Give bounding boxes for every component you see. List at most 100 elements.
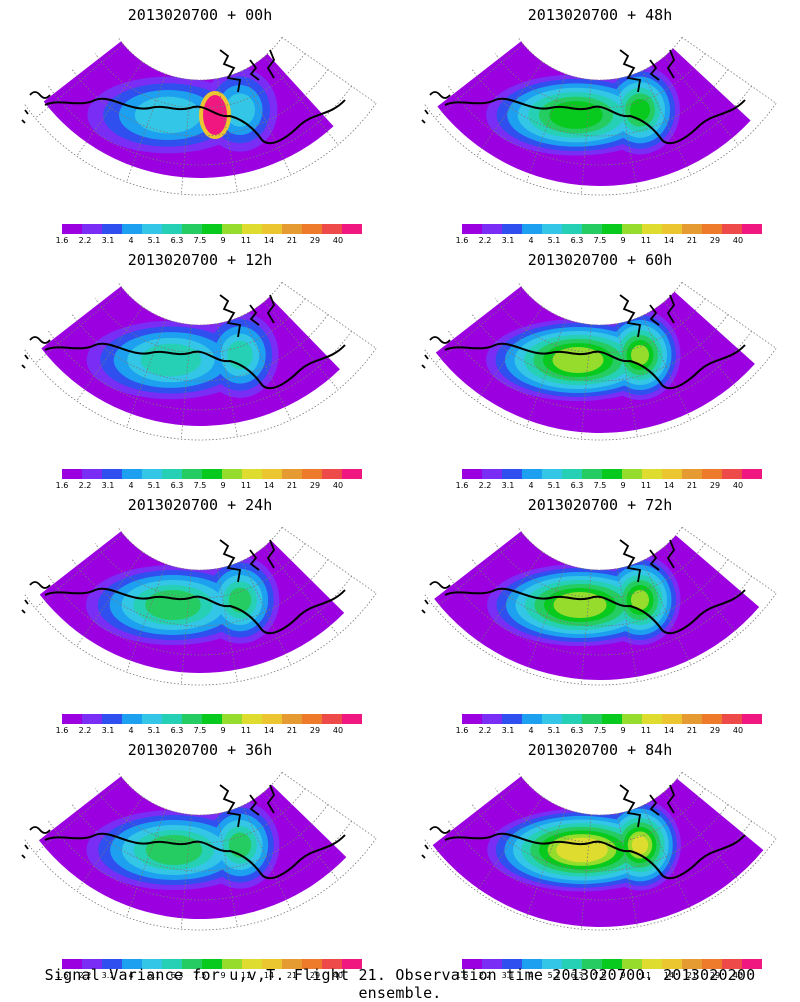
colorbar-swatch: [262, 714, 283, 724]
colorbar-swatch: [702, 714, 723, 724]
colorbar-tick-label: 21: [686, 481, 698, 490]
graticule-parallel: [117, 772, 283, 816]
graticule-parallel: [471, 69, 729, 137]
archipelago-coast: [619, 539, 676, 583]
colorbar-swatch: [102, 714, 123, 724]
colorbar-tick-label: 4: [128, 236, 134, 245]
colorbar-swatch: [302, 959, 323, 969]
colorbar-tick-label: 14: [263, 236, 275, 245]
graticule-meridian: [681, 527, 777, 594]
colorbar-labels: 1.6 2.2 3.1 4 5.1 6.3 7.5 9 11 14 21 29 40: [456, 971, 762, 981]
variance-contour: [630, 98, 650, 122]
colorbar-swatch: [622, 224, 643, 234]
colorbar-tick-label: 40: [732, 236, 744, 245]
colorbar-swatch: [662, 224, 683, 234]
colorbar-tick-label: 9: [220, 726, 226, 735]
colorbar-swatch: [242, 714, 263, 724]
colorbar-tick-label: 1.6: [55, 481, 69, 490]
colorbar-swatch: [322, 469, 343, 479]
colorbar-tick-label: 11: [640, 481, 652, 490]
colorbar-swatch: [122, 714, 143, 724]
variance-map: [421, 37, 777, 196]
colorbar-tick-label: 2.2: [78, 726, 92, 735]
colorbar-tick-label: 6.3: [170, 726, 184, 735]
panel-title: 2013020700 + 36h: [127, 741, 273, 759]
colorbar-swatch: [162, 224, 183, 234]
graticule-meridian: [526, 563, 567, 673]
colorbar-swatch: [82, 224, 103, 234]
colorbar-swatch: [142, 959, 163, 969]
colorbar-tick-label: 14: [263, 971, 275, 980]
colorbar-tick-label: 4: [528, 236, 534, 245]
variance-map: [421, 772, 777, 931]
graticule-parallel: [423, 838, 777, 931]
graticule-parallel: [71, 69, 329, 137]
colorbar-tick-label: 4: [528, 971, 534, 980]
colorbar-swatch: [502, 469, 523, 479]
colorbar-tick-label: 21: [286, 481, 298, 490]
colorbar-tick-label: 3.1: [101, 481, 115, 490]
variance-map: [421, 527, 777, 686]
colorbar-tick-label: 9: [620, 481, 626, 490]
colorbar-swatch: [682, 959, 703, 969]
graticule-meridian: [263, 56, 339, 145]
colorbar-tick-label: 4: [128, 726, 134, 735]
colorbar-tick-label: 11: [240, 726, 252, 735]
colorbar-swatch: [462, 959, 483, 969]
colorbar-tick-label: 40: [732, 971, 744, 980]
graticule-meridian: [641, 315, 692, 421]
graticule-meridian: [76, 61, 143, 157]
graticule-meridian: [263, 301, 339, 390]
graticule-meridian: [76, 796, 143, 892]
colorbar-tick-label: 14: [263, 726, 275, 735]
colorbar: [462, 224, 762, 234]
coastline: [44, 587, 346, 635]
graticule-meridian: [241, 70, 292, 176]
colorbar-swatch: [522, 959, 543, 969]
colorbar-swatch: [662, 714, 683, 724]
colorbar: [62, 469, 362, 479]
colorbar-swatch: [242, 959, 263, 969]
colorbar-swatch: [322, 959, 343, 969]
colorbar-tick-label: 9: [620, 726, 626, 735]
colorbar-swatch: [342, 714, 362, 724]
colorbar-swatch: [322, 224, 343, 234]
colorbar-swatch: [682, 714, 703, 724]
colorbar-tick-label: 4: [128, 481, 134, 490]
colorbar-tick-label: 6.3: [570, 481, 584, 490]
forecast-panel: 2013020700 + 60h 1.6 2.2 3.1 4 5.1 6.3 7.5 9 11 14…: [400, 245, 800, 490]
colorbar-tick-label: 9: [220, 971, 226, 980]
colorbar-tick-label: 2.2: [478, 726, 492, 735]
island-chain-coast: [21, 581, 51, 614]
colorbar-swatch: [122, 469, 143, 479]
graticule-parallel: [23, 103, 377, 196]
colorbar: [62, 224, 362, 234]
figure-caption: Signal Variance for u,v,T. Flight 21. Ob…: [44, 966, 756, 1002]
graticule-parallel: [117, 282, 283, 326]
variance-contour: [134, 96, 202, 134]
island-chain-coast: [421, 826, 451, 859]
graticule-meridian: [476, 796, 543, 892]
colorbar-swatch: [222, 959, 243, 969]
graticule-parallel: [23, 348, 377, 441]
colorbar-swatch: [642, 469, 663, 479]
colorbar-swatch: [702, 469, 723, 479]
colorbar-swatch: [282, 224, 303, 234]
colorbar-swatch: [262, 224, 283, 234]
colorbar-swatch: [702, 959, 723, 969]
colorbar-swatch: [722, 469, 743, 479]
colorbar-labels: 1.6 2.2 3.1 4 5.1 6.3 7.5 9 11 14 21 29 40: [56, 481, 362, 491]
colorbar-tick-label: 14: [663, 971, 675, 980]
colorbar-tick-label: 7.5: [593, 726, 607, 735]
colorbar-swatch: [222, 224, 243, 234]
variance-contour: [145, 590, 201, 620]
colorbar-swatch: [82, 469, 103, 479]
colorbar-swatch: [162, 959, 183, 969]
colorbar-tick-label: 6.3: [170, 971, 184, 980]
panel-title: 2013020700 + 72h: [527, 496, 673, 514]
variance-contour: [228, 587, 252, 613]
forecast-panel: 2013020700 + 24h 1.6 2.2 3.1 4 5.1 6.3 7.5 9 11 14…: [0, 490, 400, 735]
colorbar-swatch: [322, 714, 343, 724]
colorbar-tick-label: 1.6: [455, 726, 469, 735]
colorbar-tick-label: 5.1: [147, 236, 161, 245]
